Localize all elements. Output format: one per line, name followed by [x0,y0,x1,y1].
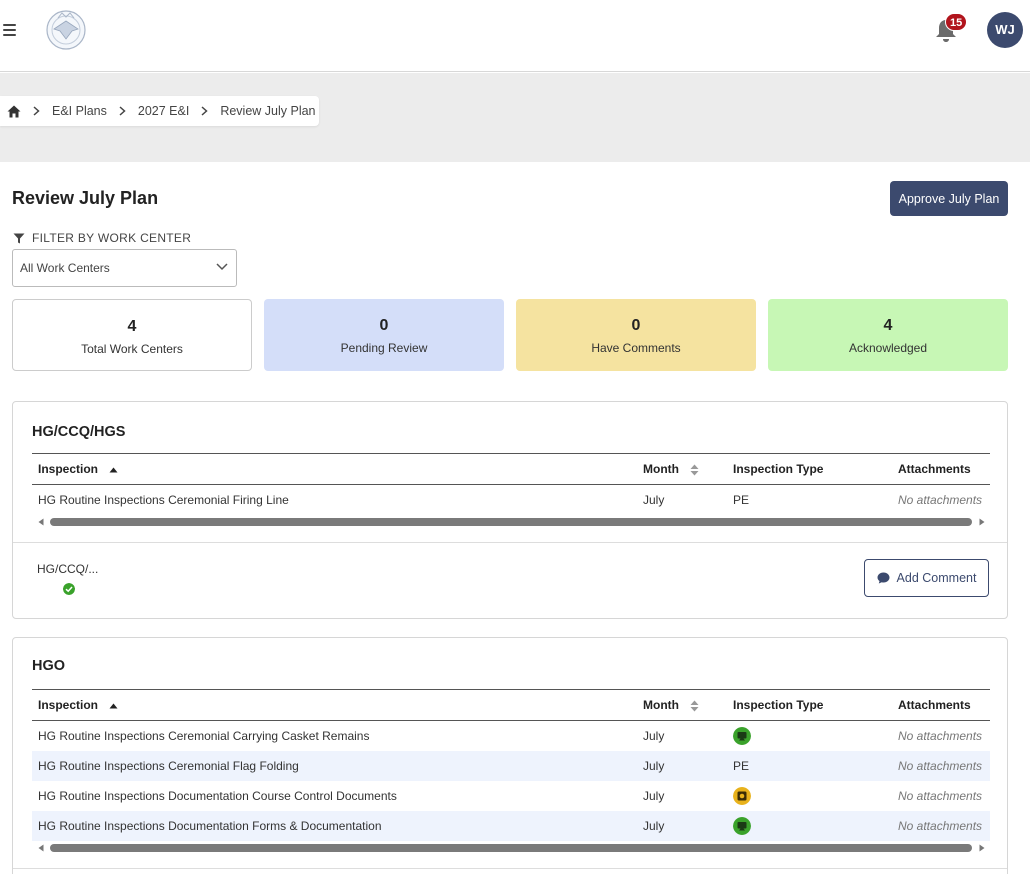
sort-ascending-icon [109,703,118,709]
work-center-select-value: All Work Centers [20,261,110,275]
column-header-inspection[interactable]: Inspection [38,690,118,721]
column-header-label: Month [643,698,679,712]
inspection-type: PE [733,493,750,507]
stat-value: 0 [631,317,641,334]
top-bar: 15 WJ [0,0,1030,72]
column-header-inspection[interactable]: Inspection [38,454,118,485]
user-avatar[interactable]: WJ [987,12,1023,48]
add-comment-button[interactable]: Add Comment [864,559,989,597]
breadcrumb-link-2027-ei[interactable]: 2027 E&I [137,104,190,118]
green-screen-icon [733,817,751,835]
column-header-inspection-type[interactable]: Inspection Type [733,698,824,712]
breadcrumb: E&I Plans 2027 E&I Review July Plan [0,96,319,126]
inspection-name: HG Routine Inspections Ceremonial Flag F… [38,759,299,773]
column-header-label: Inspection [38,462,99,476]
stat-have-comments: 0 Have Comments [516,299,756,371]
work-center-section: HG/CCQ/HGS Inspection Month Inspection T… [12,401,1008,619]
table-row[interactable]: HG Routine Inspections Documentation Cou… [32,781,990,811]
table-header: Inspection Month Inspection Type Attachm… [32,453,990,485]
stat-label: Have Comments [591,341,681,355]
stat-label: Acknowledged [848,341,928,355]
inspection-month: July [643,819,665,833]
chevron-right-icon [201,106,208,116]
check-circle-icon [63,583,75,595]
filter-label: FILTER BY WORK CENTER [13,231,191,245]
column-header-inspection-type[interactable]: Inspection Type [733,462,824,476]
filter-funnel-icon [13,233,25,243]
chevron-right-icon [33,106,40,116]
breadcrumb-current: Review July Plan [220,104,316,118]
work-center-title: HG/CCQ/HGS [32,424,126,440]
green-screen-icon [733,727,751,745]
inspection-month: July [643,789,665,803]
column-header-month[interactable]: Month [643,690,699,721]
work-center-footer: HG/CCQ/... Add Comment [13,542,1007,618]
logo-emblem-icon [46,10,86,50]
inspection-month: July [643,759,665,773]
table-header: Inspection Month Inspection Type Attachm… [32,689,990,721]
attachments-value: No attachments [898,493,983,507]
attachments-value: No attachments [898,729,983,743]
filter-label-text: FILTER BY WORK CENTER [32,231,192,245]
inspection-type: PE [733,759,750,773]
column-header-attachments[interactable]: Attachments [898,698,971,712]
table-row[interactable]: HG Routine Inspections Ceremonial Carryi… [32,721,990,751]
scroll-right-icon[interactable] [979,518,985,526]
scroll-right-icon[interactable] [979,844,985,852]
chevron-down-icon [216,263,228,271]
sort-icon [690,700,699,712]
work-center-select[interactable]: All Work Centers [12,249,237,287]
comment-icon [877,572,890,584]
table-row[interactable]: HG Routine Inspections Ceremonial Flag F… [32,751,990,781]
home-icon[interactable] [7,105,21,118]
yellow-camera-icon [733,787,751,805]
chevron-right-icon [119,106,126,116]
horizontal-scrollbar[interactable] [32,515,990,529]
inspection-table: Inspection Month Inspection Type Attachm… [32,453,990,529]
inspection-name: HG Routine Inspections Ceremonial Firing… [38,493,289,507]
work-center-footer-name: HG/CCQ/... [37,562,99,576]
column-header-label: Month [643,462,679,476]
stat-acknowledged: 4 Acknowledged [768,299,1008,371]
stat-value: 4 [127,318,137,335]
scroll-left-icon[interactable] [38,844,44,852]
inspection-name: HG Routine Inspections Ceremonial Carryi… [38,729,370,743]
breadcrumb-link-ei-plans[interactable]: E&I Plans [52,104,107,118]
page-title: Review July Plan [12,188,159,208]
approve-plan-button[interactable]: Approve July Plan [890,181,1008,216]
work-center-section: HGO Inspection Month Inspection Type Att… [12,637,1008,874]
scrollbar-thumb[interactable] [50,844,972,852]
stat-label: Pending Review [340,341,428,355]
menu-icon[interactable] [3,24,16,36]
attachments-value: No attachments [898,819,983,833]
column-header-label: Inspection [38,698,99,712]
table-row[interactable]: HG Routine Inspections Ceremonial Firing… [32,485,990,515]
scroll-left-icon[interactable] [38,518,44,526]
inspection-name: HG Routine Inspections Documentation For… [38,819,382,833]
add-comment-label: Add Comment [896,571,977,585]
stat-value: 4 [883,317,893,334]
stat-total-work-centers: 4 Total Work Centers [12,299,252,371]
notification-count-badge: 15 [945,13,968,31]
inspection-month: July [643,729,665,743]
sort-ascending-icon [109,467,118,473]
stat-label: Total Work Centers [81,342,183,356]
inspection-name: HG Routine Inspections Documentation Cou… [38,789,397,803]
inspection-table: Inspection Month Inspection Type Attachm… [32,689,990,855]
scrollbar-thumb[interactable] [50,518,972,526]
column-header-attachments[interactable]: Attachments [898,462,971,476]
table-row[interactable]: HG Routine Inspections Documentation For… [32,811,990,841]
stat-pending-review: 0 Pending Review [264,299,504,371]
stat-value: 0 [379,317,389,334]
horizontal-scrollbar[interactable] [32,841,990,855]
column-header-month[interactable]: Month [643,454,699,485]
work-center-title: HGO [32,658,66,674]
attachments-value: No attachments [898,759,983,773]
inspection-month: July [643,493,665,507]
work-center-footer [13,868,1007,874]
attachments-value: No attachments [898,789,983,803]
sort-icon [690,464,699,476]
